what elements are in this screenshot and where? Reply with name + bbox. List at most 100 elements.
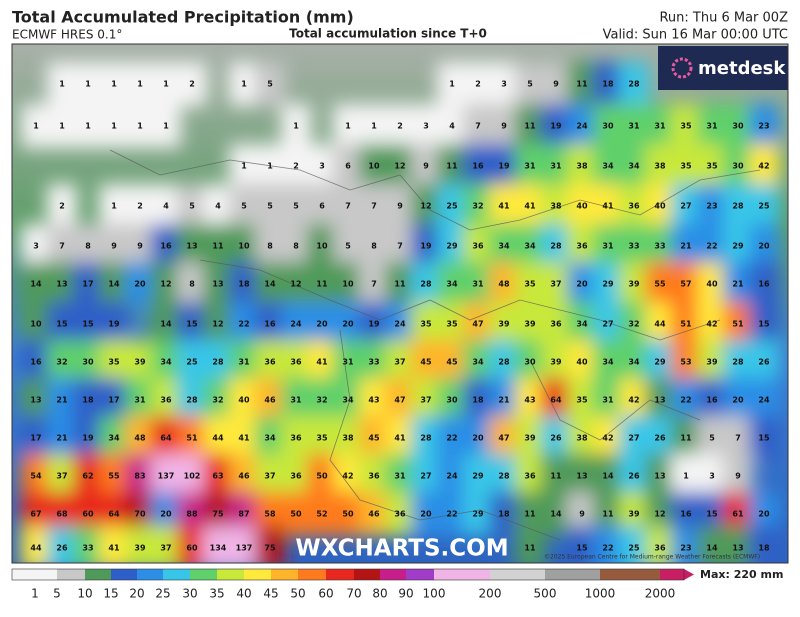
- valid: Valid: Sun 16 Mar 00:00 UTC: [603, 28, 788, 43]
- grid-value: 31: [550, 162, 562, 171]
- grid-value: 13: [186, 242, 197, 251]
- grid-value: 32: [628, 320, 639, 329]
- grid-value: 17: [108, 396, 119, 405]
- precip-cell: [151, 416, 181, 460]
- precip-cell: [125, 104, 155, 148]
- precip-cell: [359, 144, 389, 188]
- grid-value: 31: [472, 280, 484, 289]
- colorbar-label: 80: [372, 587, 387, 601]
- grid-value: 7: [397, 242, 403, 251]
- colorbar-segment: [545, 569, 601, 580]
- grid-value: 12: [160, 280, 171, 289]
- colorbar-label: 10: [77, 587, 92, 601]
- grid-value: 5: [293, 202, 299, 211]
- grid-value: 21: [680, 242, 692, 251]
- grid-value: 18: [498, 510, 510, 519]
- precip-cell: [73, 302, 103, 346]
- precip-cell: [619, 224, 649, 268]
- grid-value: 39: [524, 320, 536, 329]
- precip-cell: [437, 416, 467, 460]
- precip-cell: [437, 454, 467, 498]
- precip-cell: [515, 454, 545, 498]
- colorbar-segment: [12, 569, 58, 580]
- logo-box: [658, 46, 788, 90]
- grid-value: 36: [290, 472, 302, 481]
- precip-cell: [255, 262, 285, 306]
- precip-cell: [749, 224, 779, 268]
- grid-value: 23: [680, 544, 691, 553]
- precip-cell: [47, 526, 77, 563]
- grid-value: 25: [628, 544, 640, 553]
- borders: [109, 149, 761, 541]
- grid-value: 22: [446, 510, 457, 519]
- logo-icon: [671, 57, 693, 79]
- grid-value: 60: [82, 510, 94, 519]
- precip-cell: [515, 416, 545, 460]
- grid-value: 16: [264, 320, 276, 329]
- precip-cell: [515, 62, 545, 106]
- precip-cell: [21, 454, 51, 498]
- precip-cell: [177, 340, 207, 384]
- grid-value: 54: [30, 472, 42, 481]
- grid-value: 75: [212, 510, 224, 519]
- precip-cell: [385, 224, 415, 268]
- colorbar-segment: [406, 569, 435, 580]
- precip-cell: [411, 144, 441, 188]
- grid-value: 38: [342, 434, 354, 443]
- grid-value: 3: [319, 162, 325, 171]
- colorbar-segment: [380, 569, 407, 580]
- grid-value: 83: [134, 472, 145, 481]
- grid-value: 31: [394, 472, 406, 481]
- grid-value: 41: [602, 202, 614, 211]
- grid-value: 32: [212, 396, 223, 405]
- grid-value: 13: [576, 472, 587, 481]
- grid-value: 44: [654, 320, 666, 329]
- precip-cell: [359, 340, 389, 384]
- grid-value: 35: [706, 162, 718, 171]
- grid-value: 24: [290, 320, 302, 329]
- precip-cell: [567, 262, 597, 306]
- precip-cell: [567, 224, 597, 268]
- grid-value: 20: [316, 320, 328, 329]
- grid-value: 12: [290, 280, 301, 289]
- precip-cell: [593, 416, 623, 460]
- grid-value: 1: [371, 122, 377, 131]
- precip-cell: [73, 378, 103, 422]
- precip-cell: [645, 104, 675, 148]
- grid-value: 16: [758, 280, 770, 289]
- grid-value: 29: [654, 358, 666, 367]
- precip-cell: [385, 104, 415, 148]
- precip-cell: [593, 340, 623, 384]
- precip-cell: [567, 104, 597, 148]
- precip-cell: [619, 184, 649, 228]
- precip-cell: [515, 302, 545, 346]
- precip-cell: [73, 224, 103, 268]
- precip-cell: [411, 104, 441, 148]
- grid-value: 43: [524, 396, 535, 405]
- grid-value: 15: [706, 510, 718, 519]
- precip-cell: [99, 62, 129, 106]
- colorbar-segment: [490, 569, 546, 580]
- grid-value: 1: [267, 162, 273, 171]
- grid-value: 87: [238, 510, 249, 519]
- grid-value: 1: [137, 122, 143, 131]
- colorbar-segment: [434, 569, 491, 580]
- grid-value: 1: [345, 122, 351, 131]
- precip-cell: [255, 302, 285, 346]
- precip-cell: [619, 454, 649, 498]
- grid-value: 9: [397, 202, 403, 211]
- map: 1 1 1 1 1 2 1 5 1 2 3 5 9 11 18 281 1 1 1 1 1 1 1 1 2 3 4 7 9 11 19 24 3…: [12, 44, 788, 563]
- grid-value: 63: [212, 472, 223, 481]
- precip-cell: [437, 144, 467, 188]
- watermark: WXCHARTS.COM: [295, 536, 508, 562]
- precip-cell: [177, 184, 207, 228]
- precip-cell: [619, 340, 649, 384]
- grid-value: 35: [524, 280, 536, 289]
- precip-cell: [723, 144, 753, 188]
- grid-value: 42: [758, 162, 769, 171]
- grid-value: 2: [189, 80, 195, 89]
- precip-cell: [567, 184, 597, 228]
- grid-value: 37: [550, 280, 561, 289]
- grid-value: 42: [706, 320, 717, 329]
- grid-value: 39: [706, 358, 718, 367]
